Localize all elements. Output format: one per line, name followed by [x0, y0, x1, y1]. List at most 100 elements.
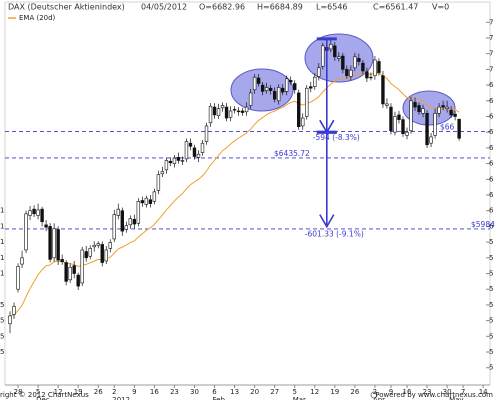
candle-body: [333, 45, 337, 58]
x-tick-label: 13: [230, 388, 239, 396]
candle-body: [160, 171, 165, 175]
level-label: $66: [440, 122, 455, 131]
candle-body: [132, 219, 137, 225]
y-tick-label: 5: [489, 317, 493, 325]
candles: [8, 38, 461, 334]
candle-body: [184, 141, 189, 160]
candle-body: [188, 142, 193, 147]
x-tick-label: 20: [250, 388, 259, 396]
candle-body: [256, 77, 261, 84]
y-left-tick-label: 1: [0, 207, 4, 215]
candle-body: [8, 315, 12, 325]
y-tick-label: 7: [489, 65, 493, 73]
y-left-tick-label: 5: [0, 348, 4, 356]
candle-body: [337, 56, 341, 59]
x-month-label: Mar: [293, 396, 306, 400]
x-tick-label: 7: [461, 388, 465, 396]
candle-body: [272, 91, 277, 100]
y-tick-label: 7: [489, 34, 493, 42]
x-tick-label: 5: [292, 388, 296, 396]
x-tick-label: 30: [443, 388, 452, 396]
candle-body: [285, 78, 289, 92]
x-tick-label: 26: [94, 388, 103, 396]
y-tick-label: 6: [489, 160, 494, 168]
candle-body: [421, 108, 425, 114]
candle-body: [232, 109, 237, 111]
candle-body: [88, 248, 92, 257]
y-tick-label: 5: [489, 238, 493, 246]
candle-body: [405, 131, 409, 136]
candle-body: [297, 92, 301, 127]
candle-body: [240, 110, 245, 113]
candle-body: [60, 259, 64, 263]
y-tick-label: 5: [489, 301, 493, 309]
candle-body: [389, 106, 393, 131]
x-tick-label: 23: [423, 388, 432, 396]
x-tick-label: 26: [350, 388, 359, 396]
candle-body: [305, 87, 309, 117]
y-left-tick-label: 1: [0, 270, 4, 278]
y-tick-label: 6: [489, 175, 494, 183]
y-tick-label: 5: [489, 348, 493, 356]
candle-body: [120, 210, 124, 232]
y-left-tick-label: 1: [0, 222, 4, 230]
candle-body: [168, 160, 173, 164]
header-volume: V=0: [432, 3, 449, 12]
candle-body: [369, 76, 373, 79]
candle-body: [104, 249, 108, 262]
candle-body: [200, 142, 205, 153]
x-tick-label: 14: [479, 388, 488, 396]
candle-body: [289, 80, 293, 83]
measure-label: -594 (-8.3%): [313, 133, 360, 142]
header-date: 04/05/2012: [141, 3, 187, 12]
candle-body: [313, 76, 317, 87]
candle-body: [365, 71, 369, 79]
x-tick-label: 30: [190, 388, 199, 396]
candle-body: [44, 224, 48, 228]
candle-body: [401, 119, 405, 135]
candle-body: [72, 265, 76, 274]
x-month-label: Apr: [373, 396, 385, 400]
candle-body: [357, 58, 361, 62]
candle-body: [349, 69, 353, 77]
level-label: $6435.72: [274, 149, 310, 158]
candle-body: [276, 87, 281, 102]
candle-body: [100, 244, 104, 263]
header-high: H=6684.89: [257, 3, 303, 12]
candle-body: [437, 106, 441, 114]
footer-powered: Powered by www.chartnexus.com: [375, 391, 493, 399]
header-low: L=6546: [316, 3, 348, 12]
candle-body: [96, 243, 100, 246]
candle-body: [409, 100, 413, 131]
candle-body: [377, 61, 381, 73]
x-month-label: 2012: [112, 396, 130, 400]
candle-body: [329, 43, 333, 50]
y-left-tick-label: 5: [0, 301, 4, 309]
x-month-label: Dec: [36, 396, 50, 400]
legend-label: EMA (20d): [19, 14, 56, 22]
y-tick-label: 6: [489, 207, 494, 215]
candle-body: [24, 213, 28, 251]
candle-body: [224, 106, 229, 119]
candle-body: [268, 87, 273, 91]
candle-body: [64, 262, 68, 282]
candle-body: [116, 208, 120, 216]
x-tick-label: 5: [36, 388, 40, 396]
x-tick-label: 19: [330, 388, 339, 396]
candle-body: [293, 83, 297, 91]
candle-body: [457, 118, 461, 139]
y-tick-label: 7: [489, 50, 493, 58]
y-tick-label: 6: [489, 144, 494, 152]
candle-body: [413, 102, 417, 108]
candle-body: [124, 225, 129, 230]
candle-body: [48, 226, 52, 260]
header-open: O=6682.96: [199, 3, 245, 12]
x-tick-label: 28: [14, 388, 23, 396]
candle-body: [84, 251, 88, 259]
candle-body: [136, 200, 141, 224]
candle-body: [36, 209, 40, 216]
y-tick-label: 6: [489, 112, 494, 120]
candle-body: [280, 87, 285, 93]
